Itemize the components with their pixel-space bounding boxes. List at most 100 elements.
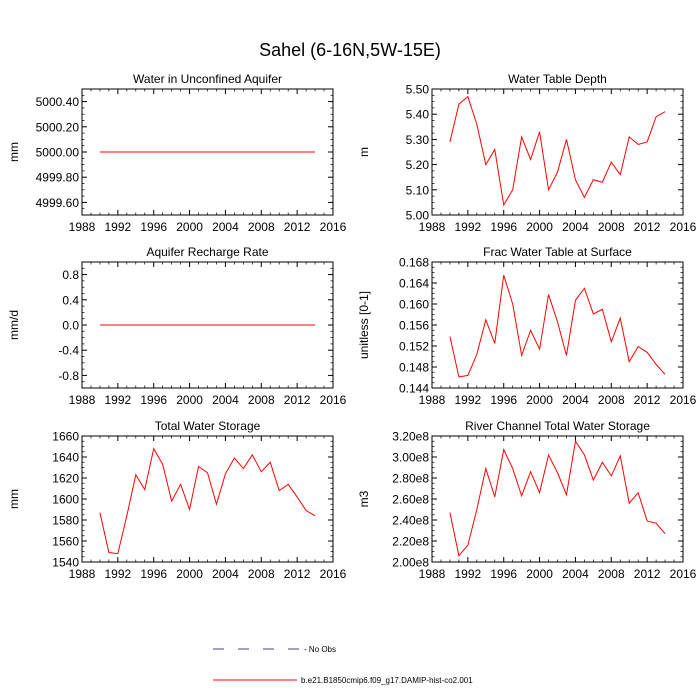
x-tick-label: 1988	[69, 567, 96, 581]
y-tick-label: 3.00e8	[392, 451, 429, 465]
y-axis-label: m3	[357, 490, 371, 507]
y-tick-label: 0.160	[399, 298, 429, 312]
y-tick-label: 2.00e8	[392, 556, 429, 570]
x-tick-label: 2000	[526, 393, 553, 407]
legend-item-run: b.e21.B1850cmip6.f09_g17.DAMIP-hist-co2.…	[213, 676, 473, 685]
x-tick-label: 1992	[105, 220, 132, 234]
plot-frame	[431, 435, 684, 563]
y-tick-label: 0.164	[399, 277, 429, 291]
x-tick-label: 2016	[320, 567, 347, 581]
x-tick-label: 2004	[562, 220, 589, 234]
x-tick-label: 2004	[212, 567, 239, 581]
y-tick-label: 4999.60	[36, 196, 80, 210]
x-tick-label: 1996	[140, 567, 167, 581]
y-axis-label: mm	[7, 142, 21, 162]
chart-panel-6: River Channel Total Water Storage m3 1988 1…	[357, 419, 697, 581]
x-tick-label: 1988	[69, 393, 96, 407]
x-tick-label: 2012	[634, 567, 661, 581]
y-tick-label: 5.00	[406, 209, 430, 223]
legend-label-no-obs: - No Obs	[304, 645, 336, 654]
x-tick-label: 2012	[284, 220, 311, 234]
y-tick-label: 0.156	[399, 319, 429, 333]
series-line-1	[449, 95, 666, 207]
x-tick-label: 2016	[320, 393, 347, 407]
chart-title: Water Table Depth	[508, 72, 607, 86]
chart-panels: Water in Unconfined Aquifer mm 1988 1992 199…	[7, 72, 697, 581]
x-tick-label: 2000	[176, 393, 203, 407]
x-tick-label: 2012	[284, 393, 311, 407]
y-tick-label: 0.168	[399, 256, 429, 270]
chart-title: River Channel Total Water Storage	[465, 419, 650, 433]
x-tick-label: 1996	[490, 393, 517, 407]
plot-frame	[431, 88, 684, 216]
y-axis-label: mm	[7, 489, 21, 509]
y-axis-label: unitless [0-1]	[357, 291, 371, 359]
x-tick-label: 1988	[419, 567, 446, 581]
y-axis-label: mm/d	[7, 310, 21, 340]
x-tick-label: 2016	[670, 220, 697, 234]
legend-label-run: b.e21.B1850cmip6.f09_g17.DAMIP-hist-co2.…	[301, 676, 473, 685]
legend: - No Obs b.e21.B1850cmip6.f09_g17.DAMIP-…	[213, 645, 473, 685]
y-tick-label: 0.4	[62, 293, 79, 307]
x-tick-label: 1992	[455, 567, 482, 581]
x-tick-label: 2016	[670, 393, 697, 407]
y-tick-label: 0.8	[62, 268, 79, 282]
y-tick-label: 2.60e8	[392, 493, 429, 507]
x-tick-label: 1992	[455, 393, 482, 407]
x-tick-label: 1992	[455, 220, 482, 234]
plot-frame	[431, 261, 684, 389]
y-tick-label: 1620	[52, 472, 79, 486]
y-tick-label: 5000.00	[36, 146, 80, 160]
x-tick-label: 1988	[69, 220, 96, 234]
chart-panel-5: Total Water Storage mm 1988 1992 1996 2000 200…	[7, 419, 347, 581]
x-tick-label: 2004	[562, 393, 589, 407]
figure-title: Sahel (6-16N,5W-15E)	[259, 40, 441, 60]
y-tick-label: 5.50	[406, 83, 430, 97]
x-tick-label: 2008	[248, 393, 275, 407]
y-axis-label: m	[357, 147, 371, 157]
x-tick-label: 1988	[419, 220, 446, 234]
x-tick-label: 1992	[105, 567, 132, 581]
y-tick-label: 1600	[52, 493, 79, 507]
x-tick-label: 1996	[140, 220, 167, 234]
chart-title: Water in Unconfined Aquifer	[133, 72, 282, 86]
x-tick-label: 2012	[634, 220, 661, 234]
x-tick-label: 2000	[176, 220, 203, 234]
y-tick-label: 0.144	[399, 382, 429, 396]
y-tick-label: 1640	[52, 451, 79, 465]
y-tick-label: 2.80e8	[392, 472, 429, 486]
y-tick-label: 4999.80	[36, 171, 80, 185]
x-tick-label: 2000	[526, 567, 553, 581]
x-tick-label: 1996	[490, 220, 517, 234]
x-tick-label: 1988	[419, 393, 446, 407]
y-tick-label: 1560	[52, 535, 79, 549]
y-tick-label: 2.40e8	[392, 514, 429, 528]
plot-frame	[81, 435, 334, 563]
y-tick-label: 5000.20	[36, 120, 80, 134]
y-tick-label: -0.8	[58, 369, 79, 383]
x-tick-label: 2012	[284, 567, 311, 581]
y-tick-label: 1660	[52, 430, 79, 444]
y-tick-label: 1580	[52, 514, 79, 528]
x-tick-label: 1992	[105, 393, 132, 407]
x-tick-label: 2008	[248, 220, 275, 234]
x-tick-label: 2008	[598, 567, 625, 581]
chart-title: Total Water Storage	[155, 419, 261, 433]
x-tick-label: 2004	[212, 220, 239, 234]
x-tick-label: 2016	[670, 567, 697, 581]
x-tick-label: 2008	[598, 393, 625, 407]
x-tick-label: 1996	[490, 567, 517, 581]
chart-panel-3: Aquifer Recharge Rate mm/d 1988 1992 1996 200…	[7, 245, 347, 407]
chart-title: Aquifer Recharge Rate	[146, 245, 268, 259]
y-tick-label: 5.20	[406, 158, 430, 172]
x-tick-label: 2004	[212, 393, 239, 407]
y-tick-label: 0.152	[399, 340, 429, 354]
y-tick-label: 0.148	[399, 361, 429, 375]
chart-title: Frac Water Table at Surface	[483, 245, 632, 259]
y-tick-label: 0.0	[62, 319, 79, 333]
y-tick-label: 2.20e8	[392, 535, 429, 549]
y-tick-label: 5.40	[406, 108, 430, 122]
series-line-1	[449, 274, 666, 378]
chart-panel-1: Water in Unconfined Aquifer mm 1988 1992 199…	[7, 72, 347, 234]
y-tick-label: 1540	[52, 556, 79, 570]
